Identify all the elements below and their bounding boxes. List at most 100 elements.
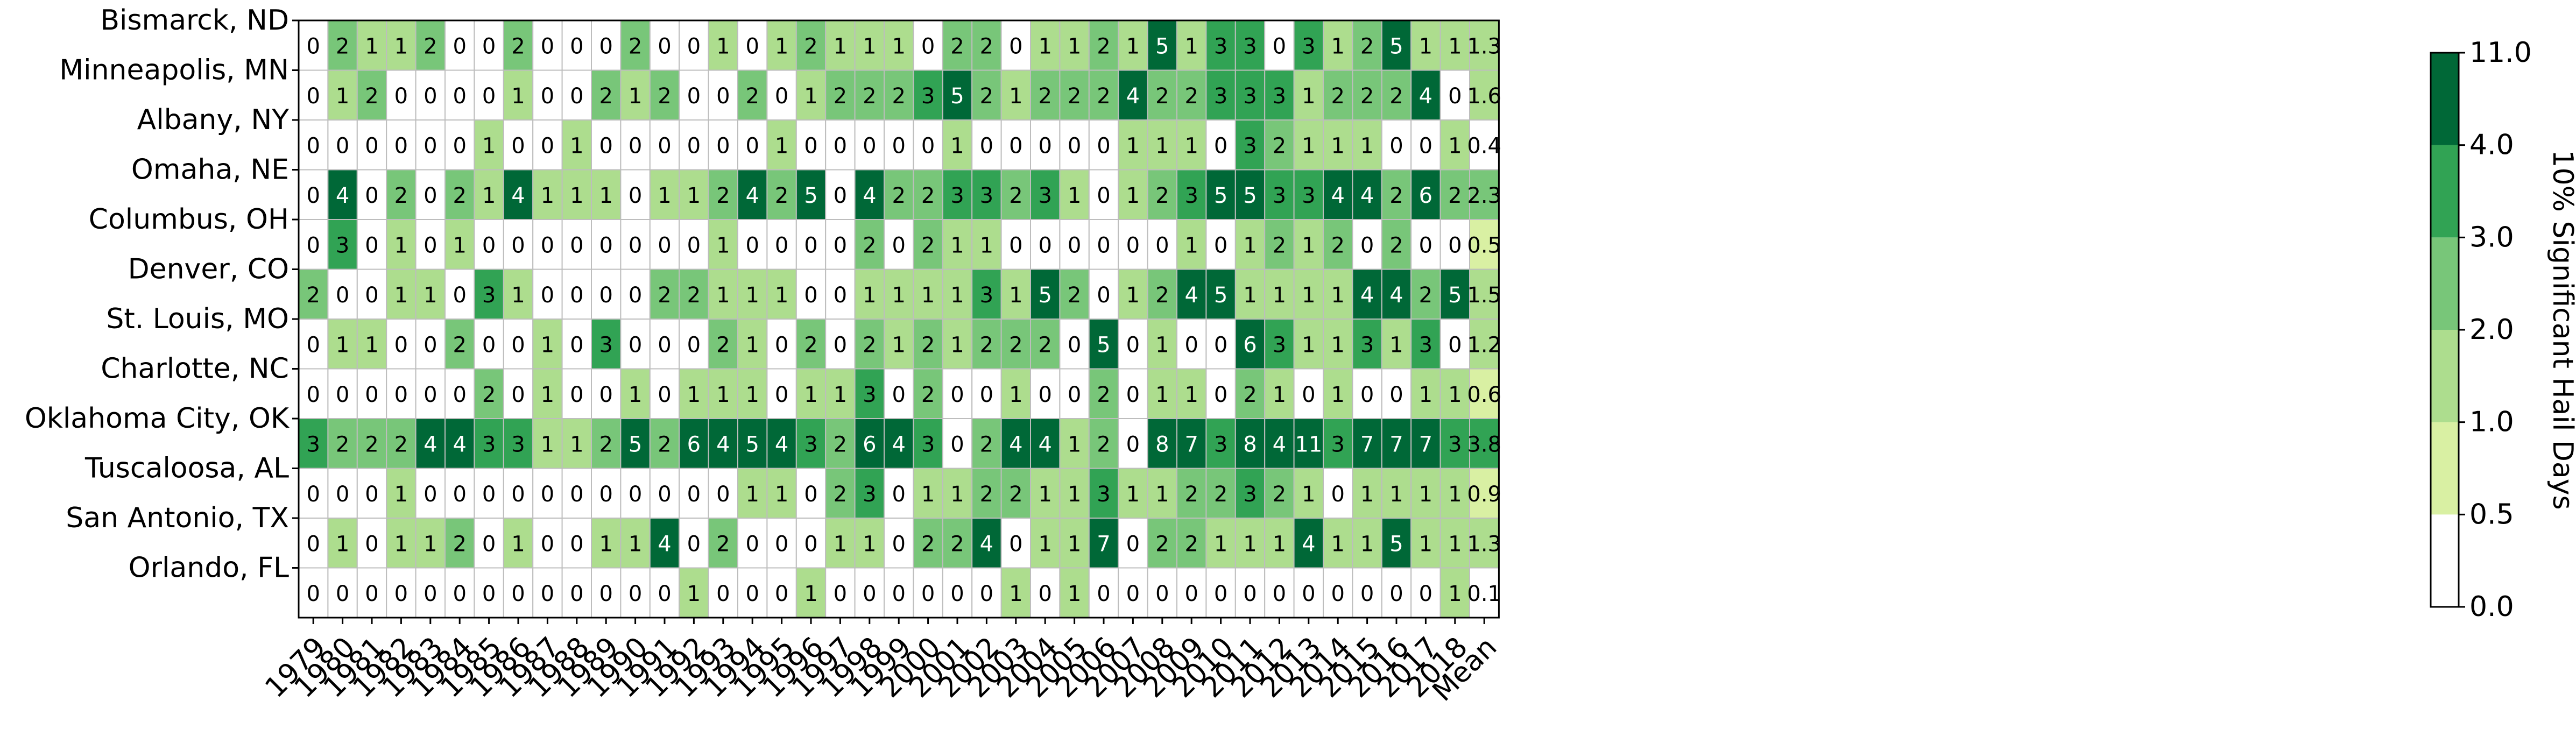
heatmap-cell bbox=[1469, 368, 1500, 419]
heatmap-cell bbox=[649, 567, 680, 618]
heatmap-cell bbox=[679, 69, 709, 121]
cell-value-label: 0 bbox=[482, 482, 496, 507]
cell-value-label: 2 bbox=[921, 532, 935, 556]
heatmap-cell bbox=[1410, 119, 1441, 171]
cell-value-label: 0 bbox=[599, 383, 612, 407]
cell-value-label: 0 bbox=[453, 34, 466, 59]
cell-value-label: 1 bbox=[834, 34, 847, 59]
heatmap-cell bbox=[1030, 418, 1061, 469]
cell-value-label: 0 bbox=[892, 133, 905, 158]
heatmap-cell bbox=[1176, 219, 1207, 270]
heatmap-cell bbox=[795, 69, 827, 121]
cell-value-label: 0 bbox=[1184, 332, 1198, 357]
cell-value-label: 5 bbox=[1243, 183, 1257, 208]
cell-value-label: 2 bbox=[394, 183, 408, 208]
cell-value-label: 2 bbox=[1038, 84, 1051, 109]
cell-value-label: 0 bbox=[541, 133, 554, 158]
cell-value-label: 2 bbox=[658, 84, 671, 109]
heatmap-cell bbox=[1059, 268, 1090, 320]
column-labels: 1979198019811982198319841985198619871988… bbox=[259, 618, 1503, 707]
heatmap-cell bbox=[884, 518, 914, 569]
cell-value-label: 1 bbox=[1243, 532, 1257, 556]
cell-value-label: 1 bbox=[892, 332, 905, 357]
cell-value-label: 1 bbox=[1184, 133, 1198, 158]
heatmap-cell bbox=[444, 468, 475, 519]
cell-value-label: 0 bbox=[1419, 582, 1432, 606]
cell-value-label: 0 bbox=[541, 34, 554, 59]
heatmap-cell bbox=[942, 368, 973, 419]
cell-value-label: 2 bbox=[1097, 432, 1110, 457]
cell-value-label: 3 bbox=[482, 283, 496, 308]
cell-value-label: 0.5 bbox=[1467, 233, 1501, 258]
colorbar-segment bbox=[2431, 514, 2459, 607]
heatmap-cell bbox=[1323, 319, 1353, 370]
heatmap-cell bbox=[708, 319, 738, 370]
heatmap-cell bbox=[474, 418, 504, 469]
heatmap-cell bbox=[1147, 518, 1178, 569]
cell-value-label: 1 bbox=[1302, 233, 1315, 258]
cell-value-label: 5 bbox=[1389, 532, 1403, 556]
heatmap-cell bbox=[942, 219, 973, 270]
cell-value-label: 2 bbox=[1448, 183, 1462, 208]
heatmap-cell bbox=[854, 319, 885, 370]
cell-value-label: 1 bbox=[1243, 283, 1257, 308]
cell-value-label: 1 bbox=[1038, 34, 1051, 59]
heatmap-cell bbox=[737, 268, 768, 320]
cell-value-label: 2 bbox=[892, 84, 905, 109]
cell-value-label: 4 bbox=[716, 432, 730, 457]
cell-value-label: 0 bbox=[394, 383, 408, 407]
colorbar-tick-label: 3.0 bbox=[2469, 221, 2514, 253]
cell-value-label: 1 bbox=[541, 432, 554, 457]
cell-value-label: 0 bbox=[541, 482, 554, 507]
heatmap-cell bbox=[386, 169, 417, 220]
heatmap-cell bbox=[561, 518, 592, 569]
row-label-minneapolis-mn: Minneapolis, MN bbox=[59, 54, 289, 87]
heatmap-cell bbox=[444, 518, 475, 569]
cell-value-label: 0 bbox=[1389, 582, 1403, 606]
heatmap-cell bbox=[356, 268, 387, 320]
cell-value-label: 2 bbox=[804, 34, 817, 59]
cell-value-label: 1 bbox=[863, 532, 876, 556]
cell-value-label: 0 bbox=[775, 84, 788, 109]
cell-value-label: 2 bbox=[834, 84, 847, 109]
heatmap-cell bbox=[532, 119, 563, 171]
heatmap-cell bbox=[942, 468, 973, 519]
cell-value-label: 1 bbox=[1419, 482, 1432, 507]
heatmap-cell bbox=[1439, 418, 1471, 469]
cell-value-label: 4 bbox=[424, 432, 437, 457]
heatmap-cell bbox=[737, 567, 768, 618]
cell-value-label: 4 bbox=[1184, 283, 1198, 308]
cell-value-label: 2 bbox=[453, 183, 466, 208]
cell-value-label: 1.3 bbox=[1467, 532, 1501, 556]
heatmap-cell bbox=[298, 368, 329, 419]
cell-value-label: 0 bbox=[306, 383, 320, 407]
cell-value-label: 1 bbox=[1331, 283, 1344, 308]
cell-value-label: 1 bbox=[1419, 383, 1432, 407]
cell-value-label: 1 bbox=[892, 34, 905, 59]
cell-value-label: 2 bbox=[980, 34, 993, 59]
cell-value-label: 0 bbox=[1009, 34, 1022, 59]
cell-value-label: 3 bbox=[1184, 183, 1198, 208]
heatmap-cell bbox=[1118, 219, 1148, 270]
heatmap-cell bbox=[913, 169, 943, 220]
cell-value-label: 3 bbox=[863, 482, 876, 507]
heatmap-cell bbox=[913, 268, 943, 320]
cell-value-label: 0 bbox=[1068, 233, 1081, 258]
cell-value-label: 0 bbox=[863, 582, 876, 606]
heatmap-cell bbox=[1030, 518, 1061, 569]
cell-value-label: 2 bbox=[1184, 482, 1198, 507]
row-label-oklahoma-city-ok: Oklahoma City, OK bbox=[25, 402, 290, 435]
heatmap-cell bbox=[356, 119, 387, 171]
heatmap-cell bbox=[620, 368, 651, 419]
heatmap-cell bbox=[356, 169, 387, 220]
cell-value-label: 0 bbox=[1068, 332, 1081, 357]
cell-value-label: 1 bbox=[629, 383, 642, 407]
cell-value-label: 2 bbox=[1009, 332, 1022, 357]
cell-value-label: 3 bbox=[306, 432, 320, 457]
cell-value-label: 1 bbox=[804, 383, 817, 407]
cell-value-label: 0 bbox=[365, 233, 378, 258]
cell-value-label: 1 bbox=[1038, 532, 1051, 556]
heatmap-cell bbox=[1088, 69, 1119, 121]
cell-value-label: 2 bbox=[1273, 133, 1286, 158]
cell-value-label: 2 bbox=[1038, 332, 1051, 357]
